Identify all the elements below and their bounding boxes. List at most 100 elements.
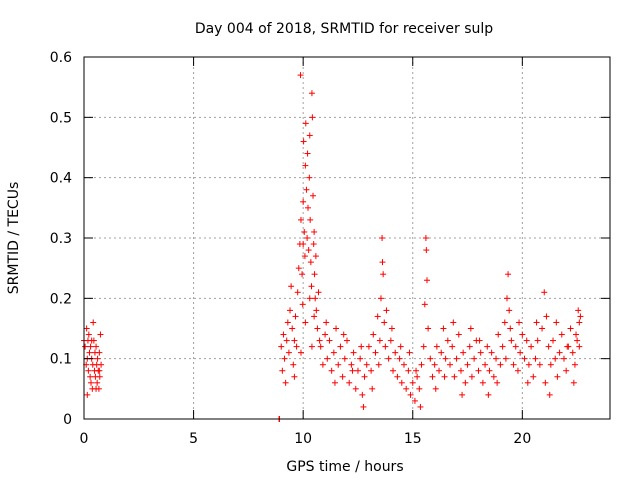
axis-ticks: 0 0.1 0.2 0.3 0.4 0.5 0.6 0 5 10 15 20 [50, 50, 610, 447]
data-point [333, 325, 340, 332]
data-point [368, 367, 375, 374]
data-point [501, 319, 508, 326]
data-point [521, 355, 528, 362]
data-point [297, 349, 304, 356]
data-point [308, 90, 315, 97]
data-point [542, 379, 549, 386]
data-point [352, 385, 359, 392]
data-point [283, 337, 290, 344]
data-point [398, 379, 405, 386]
x-tick-label: 0 [80, 431, 89, 447]
data-point [311, 271, 318, 278]
data-point [379, 259, 386, 266]
data-point [467, 325, 474, 332]
data-point [357, 355, 364, 362]
data-point [560, 355, 567, 362]
data-point [547, 361, 554, 368]
data-point [567, 325, 574, 332]
y-tick-label: 0.4 [50, 171, 72, 187]
data-point [420, 343, 427, 350]
data-point [533, 319, 540, 326]
data-point [495, 331, 502, 338]
data-point [293, 343, 300, 350]
y-tick-label: 0.1 [50, 352, 72, 368]
data-point [292, 313, 299, 320]
data-point [532, 355, 539, 362]
data-point [294, 289, 301, 296]
data-point [83, 325, 90, 332]
data-point [414, 373, 421, 380]
data-point [543, 313, 550, 320]
data-point [422, 235, 429, 241]
data-point [297, 72, 304, 79]
data-point [316, 337, 323, 344]
data-point [455, 331, 462, 338]
data-point [317, 343, 324, 350]
data-point [397, 343, 404, 350]
data-point [575, 307, 582, 314]
data-point [323, 319, 330, 326]
data-point [284, 319, 291, 326]
data-point [96, 367, 103, 374]
data-point [306, 295, 313, 302]
data-point [278, 343, 285, 350]
data-point [409, 379, 416, 386]
data-point [290, 361, 297, 368]
data-points [81, 72, 584, 422]
data-point [304, 204, 311, 211]
data-point [282, 379, 289, 386]
data-point [281, 355, 288, 362]
data-point [507, 325, 514, 332]
data-point [536, 361, 543, 368]
data-point [291, 373, 298, 380]
data-point [396, 355, 403, 362]
data-point [305, 247, 312, 254]
data-point [577, 313, 584, 320]
data-point [328, 367, 335, 374]
y-tick-label: 0.6 [50, 50, 72, 66]
data-point [539, 325, 546, 332]
data-point [369, 385, 376, 392]
data-point [86, 349, 93, 356]
data-point [550, 337, 557, 344]
data-point [449, 343, 456, 350]
data-point [497, 361, 504, 368]
data-point [523, 337, 530, 344]
data-point [388, 325, 395, 332]
data-point [365, 343, 372, 350]
data-point [98, 361, 105, 368]
data-point [94, 379, 101, 386]
data-point [314, 325, 321, 332]
data-point [301, 228, 308, 235]
data-point [502, 355, 509, 362]
data-point [576, 319, 583, 326]
data-point [307, 259, 314, 266]
data-point [291, 337, 298, 344]
data-point [289, 325, 296, 332]
data-point [87, 373, 94, 380]
data-point [552, 355, 559, 362]
data-point [503, 295, 510, 302]
data-point [528, 343, 535, 350]
data-point [302, 319, 309, 326]
data-point [385, 355, 392, 362]
x-tick-label: 10 [294, 431, 312, 447]
data-point [339, 373, 346, 380]
data-point [418, 361, 425, 368]
data-point [486, 367, 493, 374]
data-point [335, 361, 342, 368]
data-point [506, 307, 513, 314]
data-point [82, 343, 89, 350]
data-point [354, 367, 361, 374]
data-point [553, 319, 560, 326]
data-point [563, 367, 570, 374]
data-point [471, 355, 478, 362]
data-point [479, 379, 486, 386]
data-point [377, 295, 384, 302]
data-point [311, 313, 318, 320]
data-point [444, 337, 451, 344]
data-point [423, 277, 430, 284]
data-point [87, 343, 94, 350]
data-point [508, 337, 515, 344]
